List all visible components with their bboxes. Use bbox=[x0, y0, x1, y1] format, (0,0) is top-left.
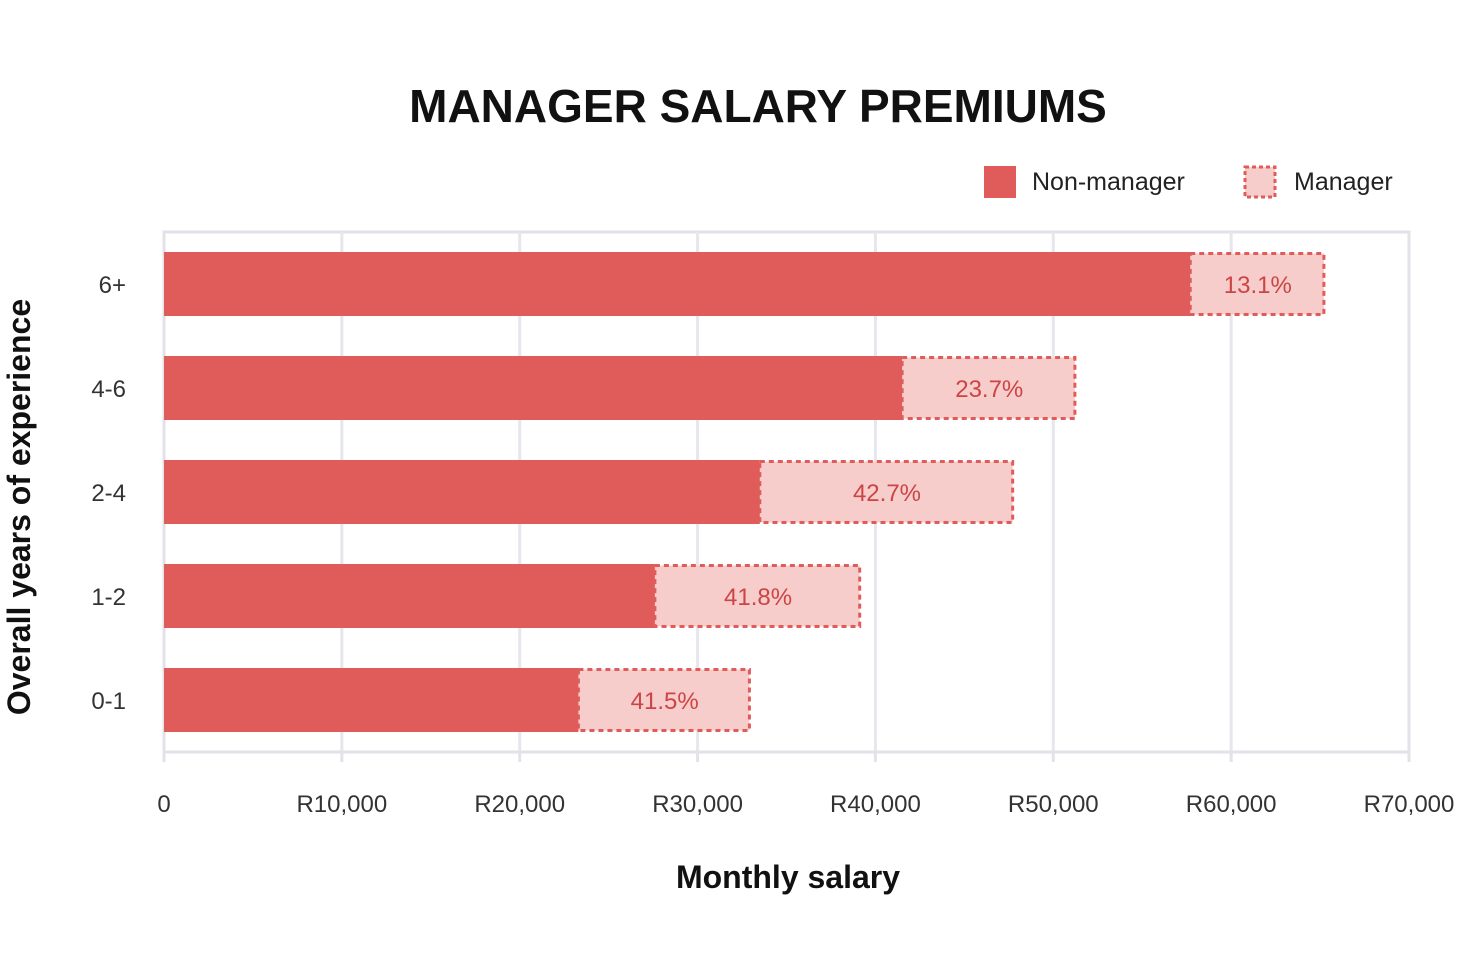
bar-non-manager bbox=[164, 564, 655, 628]
x-tick-label: R20,000 bbox=[474, 791, 565, 818]
bar-manager bbox=[576, 668, 751, 732]
bar-non-manager bbox=[164, 252, 1191, 316]
x-tick-label: R70,000 bbox=[1364, 791, 1455, 818]
y-axis-title: Overall years of experience bbox=[1, 299, 37, 715]
y-tick-label: 6+ bbox=[99, 272, 126, 299]
bar-label: 41.5% bbox=[631, 688, 699, 715]
x-tick-label: R30,000 bbox=[652, 791, 743, 818]
legend-swatch-non-manager bbox=[984, 166, 1016, 198]
bar-non-manager bbox=[164, 460, 760, 524]
legend-label-manager: Manager bbox=[1294, 168, 1393, 196]
plot-area: 0 R10,000 R20,000 R30,000 R40,000 R50,000 R60,… bbox=[91, 230, 1455, 818]
x-tick-label: 0 bbox=[157, 791, 170, 818]
x-axis-title: Monthly salary bbox=[676, 859, 900, 895]
x-tick-label: R50,000 bbox=[1008, 791, 1099, 818]
legend: Non-manager Manager bbox=[984, 165, 1393, 199]
chart-title: MANAGER SALARY PREMIUMS bbox=[409, 80, 1107, 132]
legend-swatch-manager bbox=[1243, 165, 1277, 199]
bar-non-manager bbox=[164, 668, 579, 732]
y-tick-label: 4-6 bbox=[91, 376, 126, 403]
x-tick-label: R10,000 bbox=[296, 791, 387, 818]
bar-manager bbox=[1188, 252, 1326, 316]
y-tick-label: 1-2 bbox=[91, 584, 126, 611]
y-tick-label: 2-4 bbox=[91, 480, 126, 507]
bar-label: 23.7% bbox=[955, 376, 1023, 403]
bar-manager bbox=[900, 356, 1077, 420]
bar-label: 13.1% bbox=[1224, 272, 1292, 299]
bar-label: 42.7% bbox=[853, 480, 921, 507]
bar-label: 41.8% bbox=[724, 584, 792, 611]
y-tick-label: 0-1 bbox=[91, 688, 126, 715]
x-tick-label: R60,000 bbox=[1186, 791, 1277, 818]
bar-non-manager bbox=[164, 356, 903, 420]
x-tick-label: R40,000 bbox=[830, 791, 921, 818]
bar-manager bbox=[653, 564, 862, 628]
legend-label-non-manager: Non-manager bbox=[1032, 168, 1185, 196]
